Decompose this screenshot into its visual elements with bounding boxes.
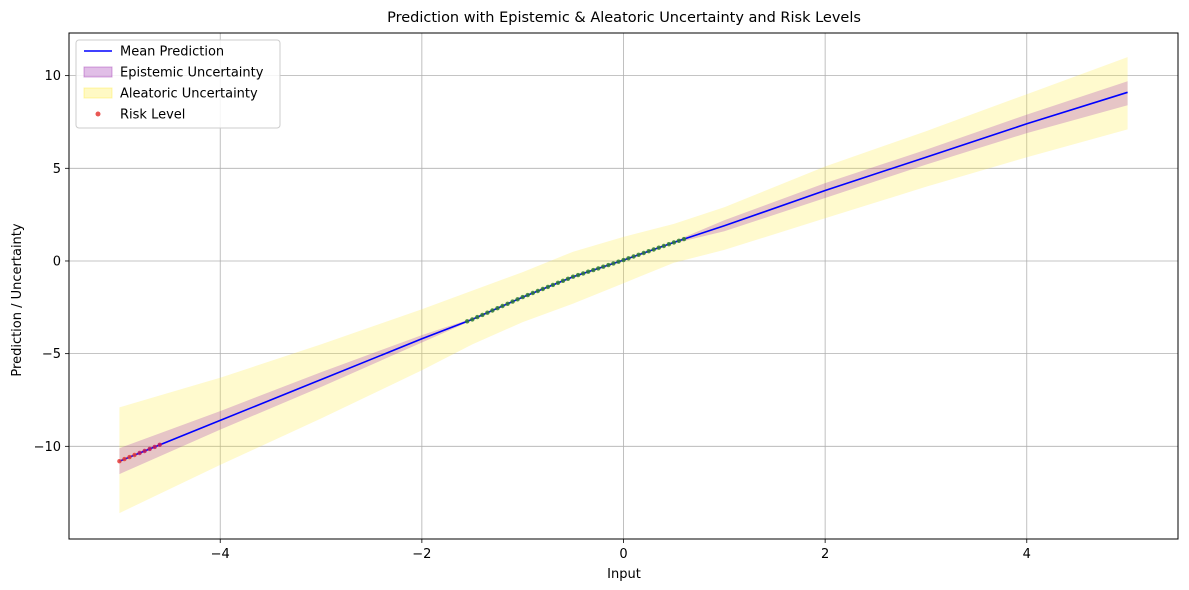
risk-point <box>671 240 677 245</box>
risk-point <box>505 301 510 306</box>
risk-point <box>666 242 672 247</box>
risk-point <box>676 238 682 243</box>
legend-swatch-risk-level <box>95 111 101 117</box>
risk-point <box>127 454 132 460</box>
risk-point <box>570 274 576 279</box>
risk-point <box>555 280 561 285</box>
risk-point <box>137 450 142 456</box>
y-tick-label: 0 <box>53 254 61 269</box>
risk-point <box>485 310 490 315</box>
x-tick-label: −4 <box>211 547 230 562</box>
y-tick-label: −10 <box>34 440 61 455</box>
legend-label-risk-level: Risk Level <box>120 108 185 123</box>
x-tick-label: 4 <box>1023 547 1031 562</box>
risk-point <box>470 317 475 322</box>
legend-label-epistemic-uncertainty: Epistemic Uncertainty <box>120 66 264 81</box>
risk-point <box>535 288 540 294</box>
risk-point <box>581 271 586 276</box>
risk-point <box>651 247 656 252</box>
risk-point <box>157 442 162 447</box>
risk-point <box>626 256 631 261</box>
risk-point <box>152 444 157 450</box>
risk-point <box>661 243 666 249</box>
y-axis-ticks: −10 −5 0 5 10 <box>34 69 69 455</box>
risk-point <box>601 264 606 269</box>
risk-point <box>560 278 566 283</box>
legend-swatch-aleatoric-uncertainty <box>83 87 113 99</box>
risk-point <box>510 299 515 304</box>
risk-point <box>550 282 556 288</box>
legend-label-aleatoric-uncertainty: Aleatoric Uncertainty <box>120 87 258 102</box>
risk-point <box>606 262 611 268</box>
risk-point <box>122 456 127 462</box>
y-tick-label: 10 <box>44 69 61 84</box>
chart-title: Prediction with Epistemic & Aleatoric Un… <box>387 10 861 26</box>
risk-point <box>525 292 530 298</box>
risk-point <box>586 269 591 274</box>
aleatoric-uncertainty-band <box>119 57 1128 514</box>
legend-swatch-epistemic-uncertainty <box>83 66 113 78</box>
x-axis-label: Input <box>607 567 641 582</box>
risk-point <box>565 276 571 281</box>
legend-label-mean-prediction: Mean Prediction <box>120 45 224 60</box>
y-axis-label: Prediction / Uncertainty <box>10 223 25 376</box>
risk-point <box>515 297 520 302</box>
risk-point <box>500 303 505 309</box>
x-tick-label: −2 <box>412 547 431 562</box>
y-tick-label: 5 <box>53 162 61 177</box>
risk-point <box>611 261 616 266</box>
risk-point <box>490 308 495 313</box>
risk-point <box>465 319 470 324</box>
risk-point <box>520 294 525 300</box>
risk-point <box>495 306 500 311</box>
x-tick-label: 0 <box>619 547 627 562</box>
risk-point <box>540 286 545 292</box>
epistemic-uncertainty-band <box>119 81 1128 475</box>
risk-point <box>636 252 641 257</box>
risk-point <box>656 245 661 250</box>
uncertainty-bands <box>119 57 1128 514</box>
risk-point <box>142 448 147 454</box>
legend: Mean Prediction Epistemic Uncertainty Alea… <box>75 39 281 129</box>
x-tick-label: 2 <box>821 547 829 562</box>
risk-point <box>591 267 596 273</box>
x-axis-ticks: −4 −2 0 2 4 <box>211 539 1031 562</box>
legend-box <box>75 39 281 129</box>
y-tick-label: −5 <box>42 347 61 362</box>
risk-point <box>631 254 636 259</box>
risk-point <box>147 446 152 452</box>
risk-point <box>621 257 626 263</box>
risk-point <box>616 259 621 264</box>
risk-point <box>530 290 535 296</box>
risk-point <box>117 459 122 464</box>
risk-point <box>545 284 551 290</box>
risk-point <box>132 452 137 458</box>
risk-point <box>596 266 601 271</box>
risk-points <box>117 236 687 464</box>
risk-point <box>475 314 480 320</box>
risk-point <box>480 312 485 318</box>
risk-point <box>575 272 581 278</box>
risk-point <box>646 249 651 254</box>
risk-point <box>641 250 646 256</box>
risk-point <box>681 236 687 242</box>
